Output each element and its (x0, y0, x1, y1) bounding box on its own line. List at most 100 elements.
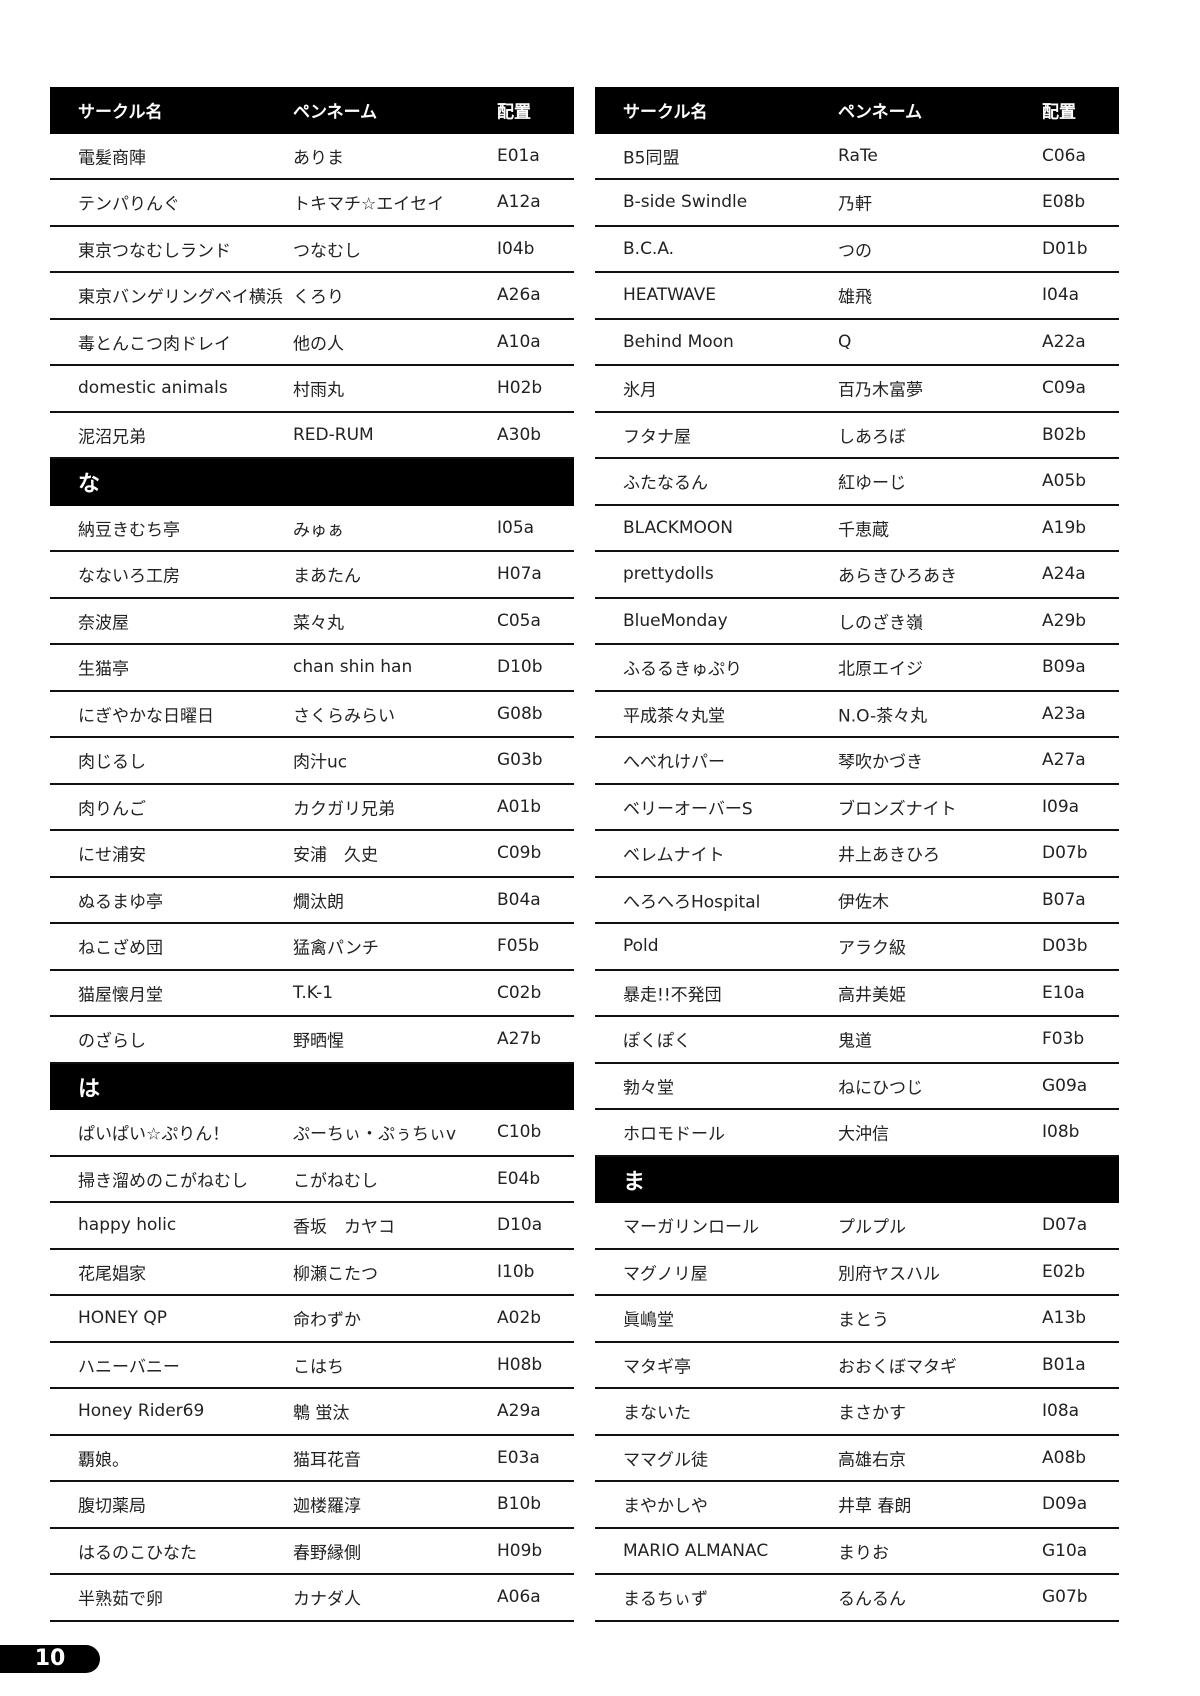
entry-row: 東京バンゲリングベイ横浜 くろり A26a (50, 273, 574, 320)
pen-name: 雄飛 (838, 287, 872, 308)
booth: A29b (1042, 610, 1087, 631)
circle-name: ふたなるん (623, 473, 708, 494)
booth: C10b (497, 1122, 542, 1143)
circle-name: まないた (623, 1403, 691, 1424)
circle-name: まやかしや (623, 1496, 708, 1517)
entry-row: 勃々堂 ねにひつじ G09a (595, 1064, 1119, 1110)
circle-name: 勃々堂 (623, 1078, 674, 1099)
entry-row: 肉りんご カクガリ兄弟 A01b (50, 785, 574, 831)
circle-name: 納豆きむち亭 (78, 520, 180, 541)
circle-name: 掃き溜めのこがねむし (78, 1171, 248, 1192)
circle-name: 覇娘。 (78, 1450, 129, 1471)
entry-row: ハニーバニー こはち H08b (50, 1343, 574, 1389)
section-label: な (78, 472, 101, 498)
section-row: な (50, 459, 574, 506)
section-label: は (78, 1076, 101, 1102)
pen-name: 千恵蔵 (838, 520, 889, 541)
pen-name: あらきひろあき (838, 566, 957, 587)
pen-name: 柳瀬こたつ (293, 1264, 378, 1285)
booth: G07b (1042, 1587, 1088, 1608)
booth: B02b (1042, 424, 1087, 445)
circle-name: MARIO ALMANAC (623, 1540, 769, 1561)
entry-row: フタナ屋 しあろぼ B02b (595, 413, 1119, 459)
entry-row: なないろ工房 まあたん H07a (50, 552, 574, 599)
pen-name: しあろぼ (838, 427, 906, 448)
pen-name: 燗汰朗 (293, 892, 344, 913)
entry-row: 腹切薬局 迦楼羅淳 B10b (50, 1482, 574, 1529)
pen-name: アラク級 (838, 938, 906, 959)
circle-name: 腹切薬局 (78, 1496, 146, 1517)
header-cell: 配置 (497, 102, 531, 123)
entry-row: 奈波屋 菜々丸 C05a (50, 599, 574, 645)
circle-name: 電髪商陣 (78, 148, 146, 169)
booth: A27a (1042, 750, 1086, 771)
circle-name: domestic animals (78, 378, 228, 399)
pen-name: つなむし (293, 241, 361, 262)
entry-row: まないた まさかす I08a (595, 1389, 1119, 1436)
booth: E01a (497, 145, 540, 166)
pen-name: 肉汁uc (293, 752, 348, 773)
pen-name: るんるん (838, 1589, 906, 1610)
circle-name: マーガリンロール (623, 1217, 759, 1238)
circle-name: のざらし (78, 1031, 146, 1052)
circle-name: Honey Rider69 (78, 1401, 205, 1422)
circle-name: 猫屋懐月堂 (78, 985, 163, 1006)
right-list: サークル名 ペンネーム 配置 B5同盟 RaTe C06a B-side Swindle 乃軒… (595, 87, 1119, 1622)
booth: D10a (497, 1215, 543, 1236)
pen-name: chan shin han (293, 657, 413, 678)
pen-name: ブロンズナイト (838, 799, 957, 820)
booth: A05b (1042, 471, 1087, 492)
pen-name: 別府ヤスハル (838, 1264, 940, 1285)
header-cell: サークル名 (78, 102, 163, 123)
booth: A27b (497, 1029, 542, 1050)
circle-name: 半熟茹で卵 (78, 1589, 163, 1610)
pen-name: 井上あきひろ (838, 845, 940, 866)
booth: C06a (1042, 145, 1086, 166)
booth: A08b (1042, 1447, 1087, 1468)
entry-row: B-side Swindle 乃軒 E08b (595, 180, 1119, 227)
booth: I10b (497, 1261, 535, 1282)
circle-name: へべれけパー (623, 752, 725, 773)
booth: A10a (497, 331, 541, 352)
circle-name: ふるるきゅぷり (623, 659, 742, 680)
booth: E04b (497, 1168, 541, 1189)
entry-row: 覇娘。 猫耳花音 E03a (50, 1436, 574, 1482)
booth: C09b (497, 843, 542, 864)
booth: A02b (497, 1308, 542, 1329)
entry-row: 泥沼兄弟 RED-RUM A30b (50, 413, 574, 459)
circle-name: にぎやかな日曜日 (78, 706, 214, 727)
circle-name: HONEY QP (78, 1308, 168, 1329)
circle-name: Behind Moon (623, 331, 734, 352)
circle-name: 肉りんご (78, 799, 146, 820)
section-label: ま (623, 1169, 646, 1195)
booth: A26a (497, 285, 541, 306)
booth: G03b (497, 750, 543, 771)
entry-row: ふたなるん 紅ゆーじ A05b (595, 459, 1119, 506)
pen-name: 百乃木富夢 (838, 380, 923, 401)
booth: D10b (497, 657, 543, 678)
entry-row: 東京つなむしランド つなむし I04b (50, 227, 574, 273)
booth: B01a (1042, 1354, 1086, 1375)
pen-name: 大沖信 (838, 1124, 889, 1145)
entry-row: ねこざめ団 猛禽パンチ F05b (50, 924, 574, 971)
circle-name: ママグル徒 (623, 1450, 708, 1471)
circle-name: prettydolls (623, 564, 714, 585)
booth: A01b (497, 796, 542, 817)
booth: D01b (1042, 238, 1088, 259)
header-cell: ペンネーム (838, 102, 923, 123)
entry-row: 納豆きむち亭 みゅぁ I05a (50, 506, 574, 552)
pen-name: 高雄右京 (838, 1450, 906, 1471)
entry-row: マーガリンロール プルプル D07a (595, 1203, 1119, 1250)
entry-row: BLACKMOON 千恵蔵 A19b (595, 506, 1119, 552)
entry-row: ママグル徒 高雄右京 A08b (595, 1436, 1119, 1482)
entry-row: はるのこひなた 春野縁側 H09b (50, 1529, 574, 1575)
booth: H08b (497, 1354, 543, 1375)
pen-name: しのざき嶺 (838, 613, 923, 634)
pen-name: トキマチ☆エイセイ (293, 194, 445, 215)
booth: E02b (1042, 1261, 1086, 1282)
pen-name: N.O-茶々丸 (838, 706, 928, 727)
pen-name: 井草 春朗 (838, 1496, 912, 1517)
circle-name: 平成茶々丸堂 (623, 706, 725, 727)
entry-row: マグノリ屋 別府ヤスハル E02b (595, 1250, 1119, 1296)
entry-row: ふるるきゅぷり 北原エイジ B09a (595, 645, 1119, 692)
